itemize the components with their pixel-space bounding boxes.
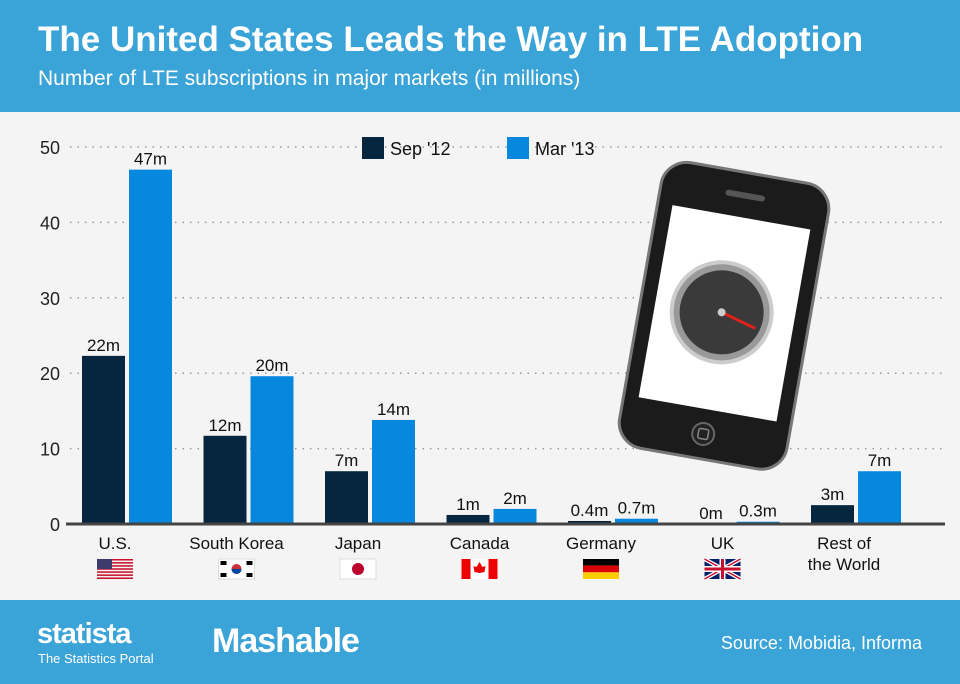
smartphone-speedometer-illustration xyxy=(617,160,831,471)
bar xyxy=(203,435,247,524)
legend-label: Mar '13 xyxy=(535,139,594,159)
y-tick-label: 20 xyxy=(40,364,60,384)
data-label: 7m xyxy=(335,451,359,470)
source-note: Source: Mobidia, Informa xyxy=(720,633,922,653)
statista-tagline: The Statistics Portal xyxy=(38,651,154,666)
header: The United States Leads the Way in LTE A… xyxy=(0,0,960,112)
data-label: 14m xyxy=(377,400,410,419)
bar xyxy=(372,419,415,524)
data-label: 20m xyxy=(255,356,288,375)
us-flag-icon xyxy=(97,559,133,579)
x-tick-label: Germany xyxy=(566,534,636,553)
canada-flag-icon xyxy=(461,559,498,579)
bar-chart: 0 10 20 30 40 50 22m 47m U.S. 12m 20m South Korea 7m… xyxy=(40,137,945,581)
uk-flag-icon xyxy=(703,557,742,581)
legend-label: Sep '12 xyxy=(390,139,451,159)
legend-swatch xyxy=(507,137,529,159)
x-tick-label: U.S. xyxy=(98,534,131,553)
south-korea-flag-icon xyxy=(218,558,255,580)
y-tick-label: 50 xyxy=(40,138,60,158)
bar xyxy=(493,508,537,524)
y-tick-label: 10 xyxy=(40,440,60,460)
bar xyxy=(811,505,854,524)
x-tick-label: UK xyxy=(711,534,735,553)
bar xyxy=(858,471,901,524)
y-tick-label: 0 xyxy=(50,515,60,535)
bar xyxy=(615,518,658,524)
data-label: 0.3m xyxy=(739,502,777,521)
data-label: 47m xyxy=(134,150,167,169)
footer: statista The Statistics Portal Mashable … xyxy=(0,600,960,684)
x-tick-label: Canada xyxy=(450,534,510,553)
bar xyxy=(446,514,490,524)
bar xyxy=(325,471,368,524)
statista-logo[interactable]: statista xyxy=(37,618,132,650)
x-tick-label: Japan xyxy=(335,534,381,553)
page-subtitle: Number of LTE subscriptions in major mar… xyxy=(38,67,581,90)
bar xyxy=(568,520,611,524)
y-tick-label: 40 xyxy=(40,213,60,233)
data-label: 0m xyxy=(699,504,723,523)
mashable-logo[interactable]: Mashable xyxy=(212,622,360,660)
x-tick-label: South Korea xyxy=(189,534,284,553)
germany-flag-icon xyxy=(583,559,619,579)
japan-flag-icon xyxy=(339,558,377,580)
data-label: 0.4m xyxy=(571,501,609,520)
x-tick-label: the World xyxy=(808,555,880,574)
data-label: 2m xyxy=(503,489,527,508)
data-label: 22m xyxy=(87,336,120,355)
bar xyxy=(129,169,172,524)
data-label: 7m xyxy=(868,451,892,470)
data-label: 1m xyxy=(456,495,480,514)
data-label: 12m xyxy=(208,416,241,435)
x-tick-label: Rest of xyxy=(817,534,871,553)
bar xyxy=(250,376,294,524)
legend-swatch xyxy=(362,137,384,159)
page-title: The United States Leads the Way in LTE A… xyxy=(38,20,864,59)
data-label: 0.7m xyxy=(618,499,656,518)
data-label: 3m xyxy=(821,485,845,504)
bar xyxy=(82,355,125,524)
y-tick-label: 30 xyxy=(40,289,60,309)
